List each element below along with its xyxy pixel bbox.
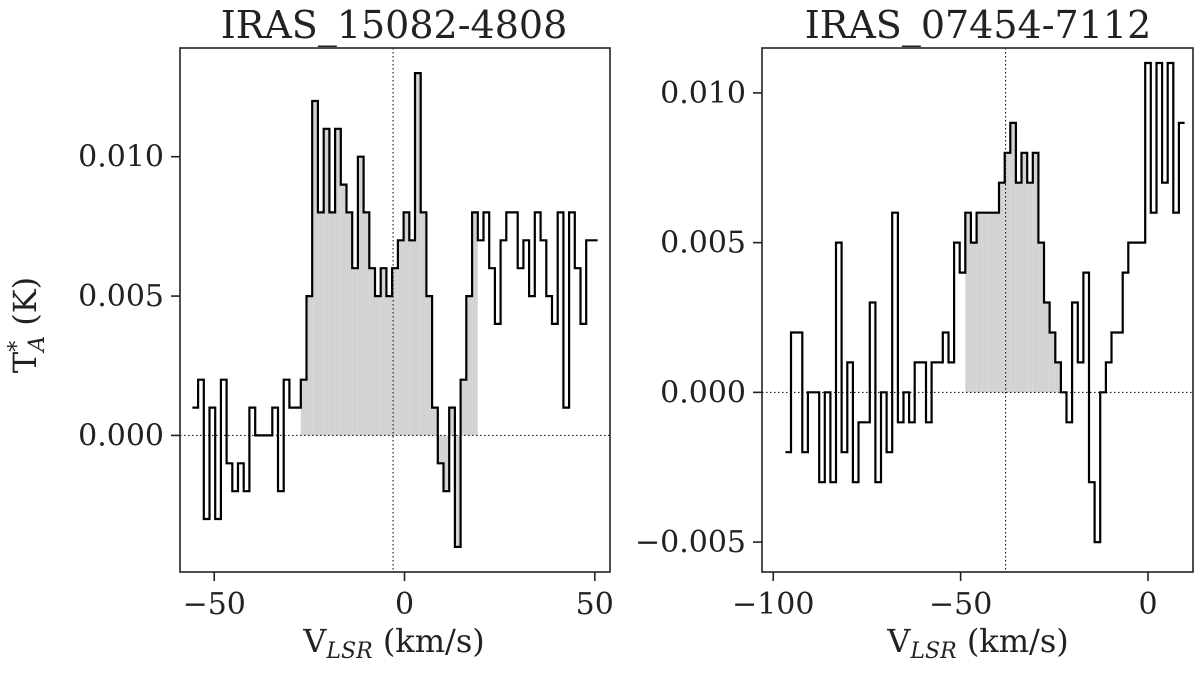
shaded-bin (454, 435, 461, 547)
shaded-bin (472, 212, 478, 436)
shaded-bin (1038, 242, 1045, 393)
shaded-bin (335, 128, 341, 436)
shaded-bin (460, 379, 467, 436)
x-tick-label: −50 (929, 587, 992, 622)
shaded-bin (357, 156, 364, 436)
x-tick-label: −50 (183, 587, 246, 622)
shaded-bin (1032, 152, 1039, 393)
shaded-bin (329, 212, 336, 436)
shaded-bin (432, 407, 438, 436)
y-tick-label: 0.005 (78, 279, 164, 314)
shaded-bin (323, 128, 330, 436)
shaded-bin (403, 212, 410, 436)
shaded-bin (369, 268, 376, 436)
shaded-bin (1004, 152, 1011, 393)
shaded-bin (976, 212, 983, 393)
shaded-bin (340, 184, 347, 436)
shaded-bin (414, 73, 421, 436)
panel-left: IRAS_15082-4808 −50 0 50 0.000 0.005 0.010 VL… (5, 3, 614, 664)
shaded-bin (426, 296, 433, 436)
panel-right-x-axis-label: VLSR (km/s) (886, 622, 1068, 664)
panel-right: IRAS_07454-7112 −100 −50 0 −0.005 0.000 0.005… (635, 3, 1194, 664)
shaded-bin (397, 240, 404, 436)
shaded-bin (363, 212, 370, 436)
shaded-bin (987, 212, 994, 393)
y-tick-label: 0.010 (78, 140, 164, 175)
shaded-bin (982, 212, 988, 393)
right-spectrum-line (785, 61, 1185, 544)
shaded-bin (993, 212, 1000, 393)
panel-right-title: IRAS_07454-7112 (805, 3, 1152, 48)
shaded-bin (970, 242, 977, 393)
panel-left-title: IRAS_15082-4808 (221, 3, 568, 48)
shaded-bin (306, 296, 313, 436)
shaded-bin (1055, 362, 1061, 393)
shaded-bin (420, 212, 427, 436)
shaded-bin (449, 407, 455, 436)
shaded-bin (1044, 302, 1050, 393)
shaded-bin (1015, 182, 1022, 393)
shaded-bin (300, 379, 307, 436)
y-tick-label: 0.005 (660, 226, 746, 261)
shaded-bin (380, 268, 387, 436)
panel-left-y-axis-label: T*A (K) (5, 277, 50, 373)
shaded-bin (437, 435, 444, 464)
x-tick-label: 0 (395, 587, 414, 622)
shaded-bin (352, 268, 358, 436)
shaded-bin (409, 240, 415, 436)
shaded-bin (392, 268, 398, 436)
shaded-bin (375, 296, 381, 436)
shaded-bin (443, 435, 450, 492)
panel-left-x-axis-label: VLSR (km/s) (302, 622, 484, 664)
y-tick-label: −0.005 (635, 525, 746, 560)
x-tick-label: 50 (576, 587, 614, 622)
shaded-bin (1021, 152, 1028, 393)
shaded-bin (312, 100, 318, 436)
x-tick-label: 0 (1138, 587, 1157, 622)
shaded-bin (999, 182, 1005, 393)
left-plot-frame (179, 47, 611, 573)
shaded-bin (1010, 122, 1016, 393)
x-tick-label: −100 (732, 587, 814, 622)
shaded-bin (317, 212, 324, 436)
left-spectrum-line (192, 72, 598, 548)
y-tick-label: 0.000 (660, 375, 746, 410)
shaded-bin (1049, 332, 1056, 393)
shaded-bin (466, 296, 473, 436)
shaded-bin (1027, 182, 1033, 393)
shaded-bin (346, 212, 353, 436)
right-plot-frame (761, 47, 1194, 573)
shaded-bin (965, 212, 971, 393)
y-tick-label: 0.010 (660, 76, 746, 111)
y-tick-label: 0.000 (78, 418, 164, 453)
shaded-bin (386, 296, 393, 436)
